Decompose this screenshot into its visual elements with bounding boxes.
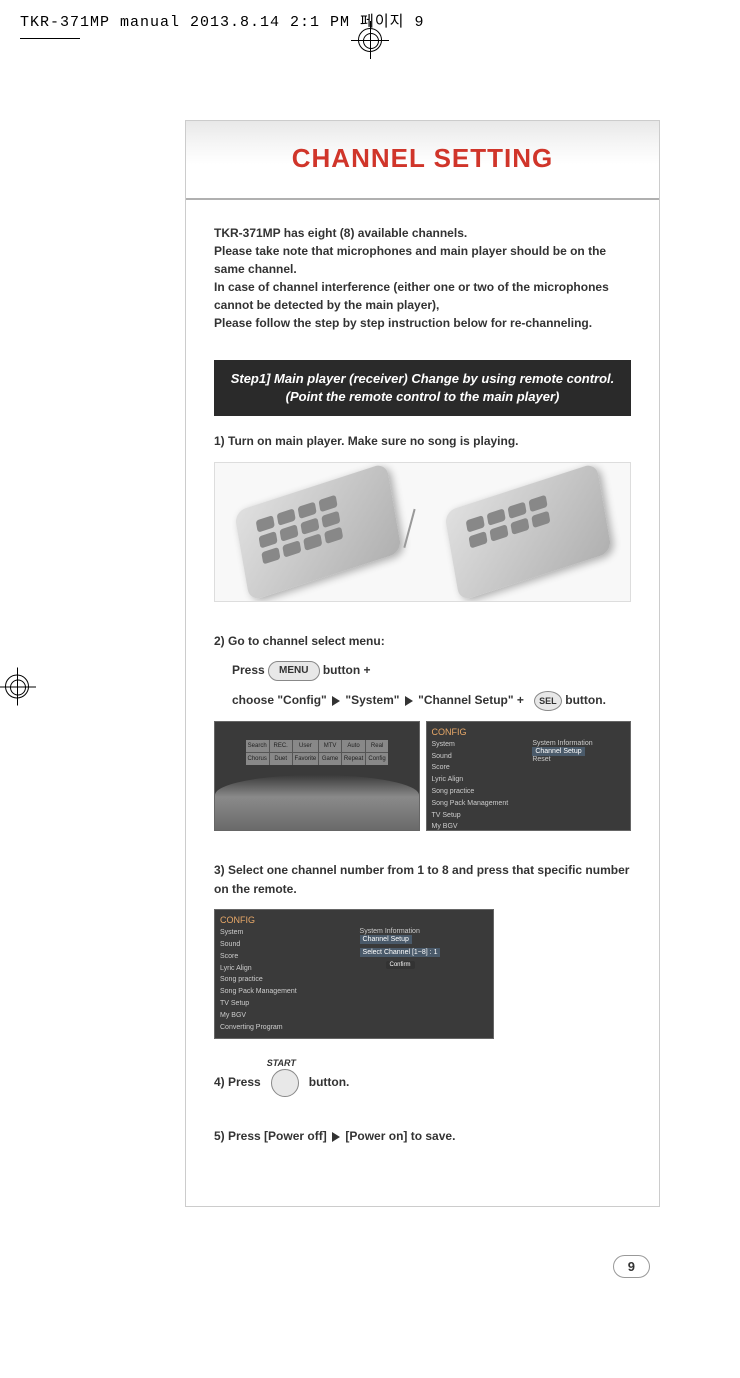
config-title: CONFIG: [432, 727, 509, 737]
crop-marks: [0, 28, 740, 68]
intro-line: TKR-371MP has eight (8) available channe…: [214, 224, 631, 242]
manual-page: CHANNEL SETTING TKR-371MP has eight (8) …: [185, 120, 660, 1207]
menu-cell: REC.: [270, 740, 292, 752]
config-list: System Sound Score Lyric Align Song prac…: [220, 927, 297, 1033]
menu-cell: Duet: [270, 753, 292, 765]
step-4-text: 4) Press START button.: [214, 1069, 631, 1097]
step-2-detail: Press MENU button +: [214, 661, 631, 681]
page-number: 9: [613, 1255, 650, 1278]
menu-cell: User: [293, 740, 319, 752]
step-5-text: 5) Press [Power off] [Power on] to save.: [214, 1127, 631, 1146]
step-4-block: 4) Press START button.: [186, 1069, 659, 1097]
start-button-icon: START: [271, 1069, 299, 1097]
step-banner-line: Step1] Main player (receiver) Change by …: [226, 370, 619, 388]
page-title: CHANNEL SETTING: [186, 143, 659, 174]
config-screenshot: CONFIG System Sound Score Lyric Align So…: [214, 909, 494, 1039]
menu-screenshot-left: Search REC. User MTV Auto Real Chorus Du…: [214, 721, 420, 831]
config-selected-item: Channel Setup: [532, 747, 584, 756]
step-2-path: choose "Config" "System" "Channel Setup"…: [214, 691, 631, 711]
intro-line: Please follow the step by step instructi…: [214, 314, 631, 332]
config-selected-item: Channel Setup: [360, 935, 412, 944]
channel-select-value: Select Channel [1~8] : 1: [360, 948, 441, 957]
step-3-block: 3) Select one channel number from 1 to 8…: [186, 861, 659, 1039]
confirm-button: Confirm: [386, 961, 415, 969]
arrow-right-icon: [332, 696, 340, 706]
arrow-right-icon: [405, 696, 413, 706]
step-banner: Step1] Main player (receiver) Change by …: [214, 360, 631, 416]
step-2-block: 2) Go to channel select menu: Press MENU…: [186, 632, 659, 831]
menu-cell: Search: [246, 740, 269, 752]
menu-cell: MTV: [319, 740, 341, 752]
title-section: CHANNEL SETTING: [186, 121, 659, 200]
side-crop-mark: [5, 675, 29, 704]
menu-cell: Real: [366, 740, 388, 752]
menu-cell: Auto: [342, 740, 365, 752]
menu-cell: Repeat: [342, 753, 365, 765]
menu-cell: Favorite: [293, 753, 319, 765]
arrow-right-icon: [332, 1132, 340, 1142]
step-2-text: 2) Go to channel select menu:: [214, 632, 631, 651]
config-submenu: System Information Channel Setup Select …: [360, 928, 441, 969]
menu-cell: Game: [319, 753, 341, 765]
config-submenu: System Information Channel Setup Reset: [532, 740, 592, 763]
intro-paragraph: TKR-371MP has eight (8) available channe…: [186, 200, 659, 360]
sel-button-label: SEL: [534, 691, 562, 711]
config-title: CONFIG: [220, 915, 297, 925]
remote-illustration: [214, 462, 631, 602]
step-banner-line: (Point the remote control to the main pl…: [226, 388, 619, 406]
step-1-block: 1) Turn on main player. Make sure no son…: [186, 432, 659, 601]
intro-line: In case of channel interference (either …: [214, 278, 631, 314]
start-button-label: START: [267, 1056, 296, 1070]
intro-line: Please take note that microphones and ma…: [214, 242, 631, 278]
menu-button-label: MENU: [268, 661, 319, 681]
config-list: System Sound Score Lyric Align Song prac…: [432, 739, 509, 831]
step-3-text: 3) Select one channel number from 1 to 8…: [214, 861, 631, 899]
menu-screenshots: Search REC. User MTV Auto Real Chorus Du…: [214, 721, 631, 831]
menu-screenshot-right: CONFIG System Sound Score Lyric Align So…: [426, 721, 632, 831]
step-5-block: 5) Press [Power off] [Power on] to save.: [186, 1127, 659, 1146]
step-1-text: 1) Turn on main player. Make sure no son…: [214, 432, 631, 451]
menu-cell: Chorus: [246, 753, 269, 765]
menu-cell: Config: [366, 753, 388, 765]
